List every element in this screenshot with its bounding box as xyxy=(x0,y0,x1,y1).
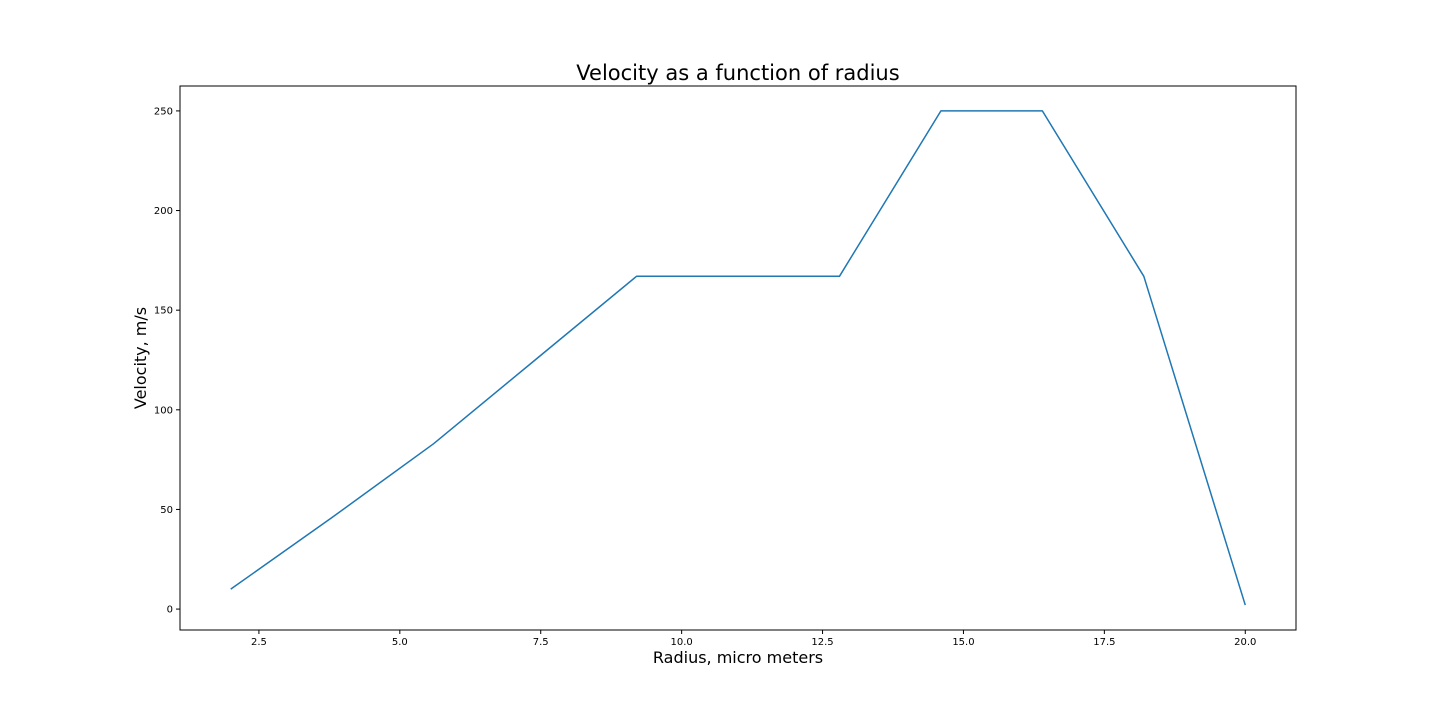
y-tick-label: 250 xyxy=(154,106,173,117)
x-tick-label: 12.5 xyxy=(811,637,833,648)
x-tick-label: 2.5 xyxy=(251,637,267,648)
x-axis: 2.5 5.0 7.5 10.0 12.5 15.0 17.5 20.0 xyxy=(251,630,1256,648)
y-tick-label: 0 xyxy=(167,605,173,616)
x-tick-label: 7.5 xyxy=(533,637,549,648)
y-tick-label: 50 xyxy=(160,505,173,516)
x-tick-label: 17.5 xyxy=(1093,637,1115,648)
x-tick-label: 5.0 xyxy=(392,637,408,648)
x-axis-label: Radius, micro meters xyxy=(653,648,823,667)
series-line-0 xyxy=(230,110,1246,606)
plot-frame xyxy=(179,85,1297,631)
y-tick-label: 200 xyxy=(154,206,173,217)
y-tick-label: 100 xyxy=(154,405,173,416)
y-axis: 0 50 100 150 200 250 xyxy=(154,106,180,616)
x-tick-label: 15.0 xyxy=(952,637,974,648)
x-tick-label: 20.0 xyxy=(1234,637,1256,648)
x-tick-label: 10.0 xyxy=(671,637,693,648)
plot-area xyxy=(230,110,1246,606)
y-tick-label: 150 xyxy=(154,306,173,317)
chart-title: Velocity as a function of radius xyxy=(576,61,899,85)
y-axis-label: Velocity, m/s xyxy=(131,307,150,409)
